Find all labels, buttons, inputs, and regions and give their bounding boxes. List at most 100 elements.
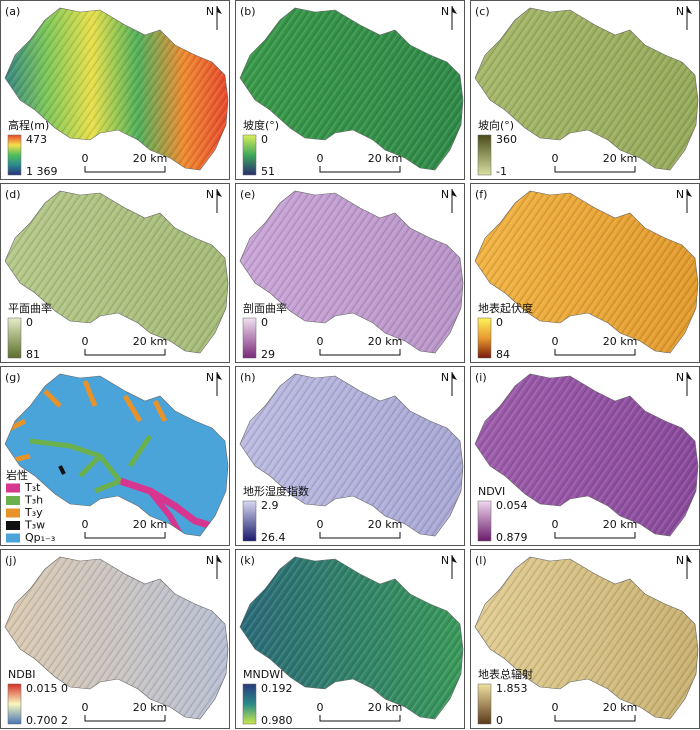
legend-bar <box>242 500 257 542</box>
legend-title: NDVI <box>478 485 505 498</box>
panel-label: (f) <box>475 188 487 201</box>
scale-end: 20 km <box>368 518 403 531</box>
north-arrow-head <box>687 372 692 380</box>
panel-label: (c) <box>475 5 490 18</box>
legend-min: 1 369 <box>26 165 58 178</box>
north-arrow-head <box>217 6 222 14</box>
legend-title: 地表起伏度 <box>478 301 533 315</box>
legend-max: 0.015 0 <box>26 682 68 695</box>
legend-title: 地形湿度指数 <box>243 484 309 498</box>
scale-end: 20 km <box>133 701 168 714</box>
legend-min: 0.700 2 <box>26 714 68 727</box>
unit-strip <box>147 489 183 536</box>
north-label: N <box>676 554 684 567</box>
legend-max: 473 <box>26 133 47 146</box>
scale-start: 0 <box>317 518 324 531</box>
legend-title: 地表总辐射 <box>478 667 533 681</box>
legend-bar <box>477 317 492 359</box>
legend-swatch <box>6 496 20 505</box>
scale-start: 0 <box>82 152 89 165</box>
panel-label: (b) <box>240 5 256 18</box>
scale-bar <box>554 349 636 356</box>
legend-title: 岩性 <box>6 468 28 482</box>
north-arrow-head <box>217 555 222 563</box>
legend-max: 1.853 <box>496 682 528 695</box>
scale-bar <box>84 532 166 539</box>
legend-title: NDBI <box>8 668 36 681</box>
panel-label: (k) <box>240 554 255 567</box>
legend-item: T₃h <box>24 494 43 507</box>
scale-end: 20 km <box>368 152 403 165</box>
scale-start: 0 <box>317 701 324 714</box>
legend-title: 高程(m) <box>8 118 49 132</box>
scale-end: 20 km <box>368 335 403 348</box>
panel-label: (l) <box>475 554 487 567</box>
scale-start: 0 <box>82 518 89 531</box>
legend-max: 2.9 <box>261 499 279 512</box>
north-label: N <box>441 554 449 567</box>
legend-min: 0.980 <box>261 714 293 727</box>
scale-bar <box>84 715 166 722</box>
legend-min: 29 <box>261 348 275 361</box>
legend-bar <box>7 317 22 359</box>
scale-bar <box>554 715 636 722</box>
map-panel: (a) N 0 20 km 高程(m)473 1 369 <box>0 0 230 180</box>
legend-min: 51 <box>261 165 275 178</box>
north-label: N <box>206 371 214 384</box>
legend-min: 26.4 <box>261 531 286 544</box>
scale-end: 20 km <box>603 335 638 348</box>
north-arrow-head <box>687 555 692 563</box>
scale-bar <box>319 532 401 539</box>
legend-bar <box>477 134 492 176</box>
panel-label: (j) <box>5 554 17 567</box>
scale-bar <box>319 166 401 173</box>
legend-bar <box>242 317 257 359</box>
legend-max: 0 <box>261 316 268 329</box>
north-arrow-head <box>452 6 457 14</box>
legend-swatch <box>6 521 20 530</box>
legend-bar <box>477 683 492 725</box>
legend-min: 0 <box>496 714 503 727</box>
panel-label: (h) <box>240 371 256 384</box>
legend-min: -1 <box>496 165 507 178</box>
north-label: N <box>676 371 684 384</box>
legend-min: 84 <box>496 348 510 361</box>
scale-bar <box>554 166 636 173</box>
unit-strip <box>58 465 66 475</box>
legend-title: 剖面曲率 <box>243 301 287 315</box>
scale-start: 0 <box>317 152 324 165</box>
legend-swatch <box>6 483 20 493</box>
panel-label: (e) <box>240 188 255 201</box>
legend-swatch <box>6 533 20 543</box>
scale-end: 20 km <box>133 335 168 348</box>
scale-start: 0 <box>552 335 559 348</box>
north-arrow-head <box>687 189 692 197</box>
scale-start: 0 <box>317 335 324 348</box>
scale-end: 20 km <box>368 701 403 714</box>
north-arrow-head <box>217 372 222 380</box>
scale-bar <box>319 715 401 722</box>
panel-label: (a) <box>5 5 20 18</box>
north-arrow-head <box>687 6 692 14</box>
legend-title: 坡向(°) <box>478 118 514 132</box>
north-arrow-head <box>452 555 457 563</box>
north-arrow-head <box>217 189 222 197</box>
north-label: N <box>441 5 449 18</box>
legend-max: 0.054 <box>496 499 528 512</box>
north-label: N <box>676 188 684 201</box>
north-label: N <box>206 5 214 18</box>
scale-start: 0 <box>552 152 559 165</box>
panel-label: (d) <box>5 188 21 201</box>
north-label: N <box>676 5 684 18</box>
scale-start: 0 <box>82 701 89 714</box>
unit-strip <box>5 380 168 464</box>
scale-start: 0 <box>552 701 559 714</box>
legend-title: 坡度(°) <box>243 118 279 132</box>
north-label: N <box>441 371 449 384</box>
